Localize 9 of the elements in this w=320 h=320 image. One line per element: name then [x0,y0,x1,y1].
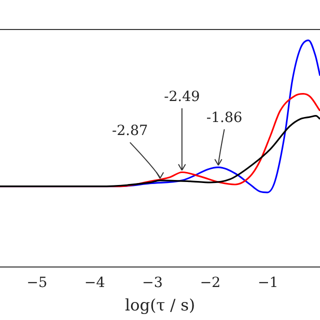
x-tick-label: −4 [84,275,106,292]
x-tick-label: −3 [142,275,163,292]
x-tick-label: −2 [200,275,221,292]
annotation: -2.49 [164,88,200,105]
annotation: -1.86 [206,110,242,126]
x-axis-title: log(τ / s) [124,296,196,315]
x-tick-label: −5 [26,275,48,292]
annotation: -2.87 [112,123,148,140]
x-tick-label: −1 [258,275,278,292]
